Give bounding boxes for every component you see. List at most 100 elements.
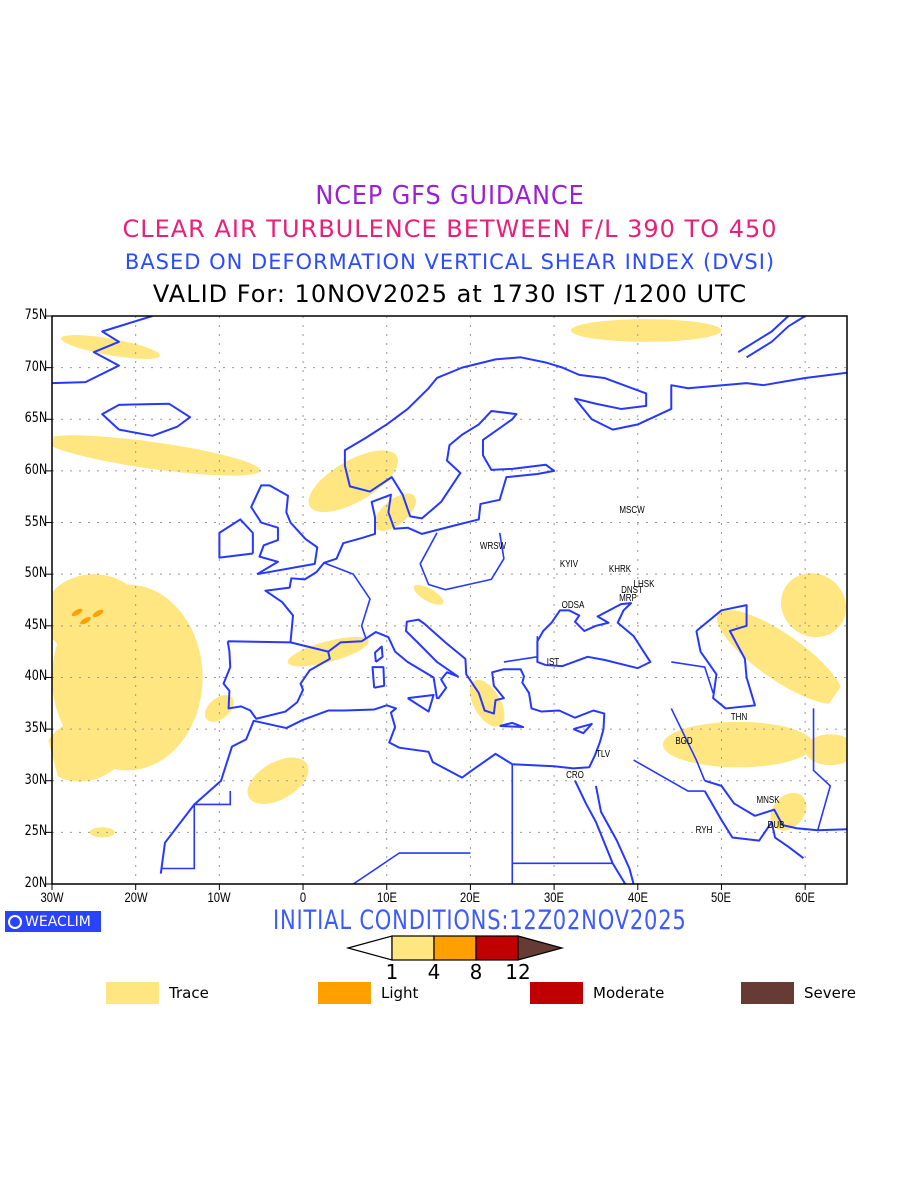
country-border	[671, 661, 714, 694]
city-label-ryh: RYH	[695, 825, 713, 837]
turbulence-trace-area	[44, 717, 127, 782]
lat-tick-label: 30N	[24, 771, 47, 788]
title-valid-time: VALID For: 10NOV2025 at 1730 IST /1200 U…	[152, 280, 748, 308]
legend-moderate: Moderate	[530, 982, 664, 1004]
city-label-bgd: BGD	[675, 735, 693, 747]
country-border	[419, 532, 505, 591]
turbulence-trace-area	[662, 721, 814, 768]
legend-swatch	[106, 982, 159, 1004]
coastline	[52, 316, 153, 385]
lon-tick-label: 20W	[124, 889, 148, 905]
colorbar-low-arrow	[345, 935, 393, 961]
turbulence-trace-area	[570, 319, 722, 342]
city-label-dub: DUB	[767, 820, 785, 832]
initial-conditions: INITIAL CONDITIONS:12Z02NOV2025	[273, 905, 687, 936]
coastline	[536, 602, 652, 670]
country-border	[160, 791, 232, 870]
legend-light: Light	[318, 982, 418, 1004]
title-cat-levels: CLEAR AIR TURBULENCE BETWEEN F/L 390 TO …	[122, 215, 778, 243]
country-border	[503, 636, 539, 663]
lat-tick-label: 65N	[24, 410, 47, 427]
lon-tick-label: 30W	[40, 889, 64, 905]
legend-severe: Severe	[741, 982, 856, 1004]
colorbar-trace	[391, 935, 435, 961]
coastline	[222, 640, 331, 720]
city-label-tlv: TLV	[595, 748, 610, 760]
city-label-kyiv: KYIV	[560, 558, 579, 570]
city-label-thn: THN	[730, 711, 748, 723]
coastline	[101, 402, 192, 437]
turbulence-light-area	[71, 608, 83, 617]
lon-tick-label: 10W	[207, 889, 231, 905]
turbulence-trace-area	[413, 584, 444, 605]
lon-tick-label: 20E	[460, 889, 481, 905]
turbulence-trace-area	[805, 734, 847, 766]
colorbar-label-8: 8	[469, 960, 483, 984]
turbulence-trace-area	[308, 450, 398, 513]
country-border	[670, 708, 706, 782]
coastline	[218, 518, 254, 559]
coastline	[704, 779, 847, 832]
coastline	[594, 785, 635, 884]
legend-swatch	[741, 982, 794, 1004]
colorbar	[345, 935, 565, 961]
turbulence-trace-area	[44, 435, 261, 476]
turbulence-trace-area	[204, 695, 234, 722]
colorbar-severe-arrow	[517, 935, 565, 961]
legend-label: Severe	[804, 984, 856, 1002]
map-frame	[51, 315, 848, 885]
lat-tick-label: 35N	[24, 720, 47, 737]
coastline	[374, 645, 384, 663]
title-dvsi: BASED ON DEFORMATION VERTICAL SHEAR INDE…	[124, 250, 776, 274]
city-label-lhsk: LHSK	[634, 578, 655, 590]
colorbar-label-4: 4	[427, 960, 441, 984]
lat-tick-label: 45N	[24, 616, 47, 633]
coastline	[371, 666, 386, 689]
weaclim-logo: WEACLIM	[5, 911, 101, 932]
lat-tick-label: 25N	[24, 823, 47, 840]
colorbar-light	[433, 935, 477, 961]
lon-tick-label: 50E	[711, 889, 732, 905]
turbulence-trace-area	[716, 609, 844, 704]
coastline	[695, 604, 756, 710]
city-label-odsa: ODSA	[561, 600, 584, 612]
coastline	[407, 694, 435, 713]
colorbar-label-12: 12	[505, 960, 531, 984]
city-label-cro: CRO	[566, 769, 584, 781]
lat-tick-label: 75N	[24, 307, 47, 323]
legend-label: Light	[381, 984, 419, 1002]
legend-swatch	[530, 982, 583, 1004]
lat-tick-label: 70N	[24, 358, 47, 375]
city-label-mnsk: MNSK	[755, 795, 780, 807]
coastline	[264, 356, 847, 643]
lat-tick-label: 55N	[24, 513, 47, 530]
city-label-mrp: MRP	[618, 593, 637, 604]
lon-tick-label: 10E	[376, 889, 397, 905]
turbulence-trace-area	[781, 573, 847, 638]
country-border	[812, 708, 832, 831]
country-border	[352, 852, 471, 884]
turbulence-light-area	[92, 609, 104, 618]
legend-swatch	[318, 982, 371, 1004]
coastline	[499, 721, 525, 729]
coastline	[574, 780, 627, 884]
lat-tick-label: 60N	[24, 461, 47, 478]
coastline	[572, 722, 593, 735]
city-label-ist: IST	[547, 657, 560, 669]
lon-tick-label: 60E	[795, 889, 816, 905]
city-label-wrsw: WRSW	[479, 541, 507, 553]
turbulence-light-area	[80, 616, 91, 625]
lat-tick-label: 20N	[24, 875, 47, 891]
lat-tick-label: 50N	[24, 565, 47, 582]
coastline	[159, 618, 606, 874]
city-label-khrk: KHRK	[609, 564, 632, 576]
lon-tick-label: 30E	[544, 889, 565, 905]
country-border	[633, 759, 705, 792]
colorbar-moderate	[475, 935, 519, 961]
weaclim-text: WEACLIM	[25, 913, 91, 930]
city-label-mscw: MSCW	[619, 505, 645, 517]
legend-label: Trace	[169, 984, 209, 1002]
coastline	[250, 484, 319, 576]
title-guidance: NCEP GFS GUIDANCE	[315, 181, 585, 211]
